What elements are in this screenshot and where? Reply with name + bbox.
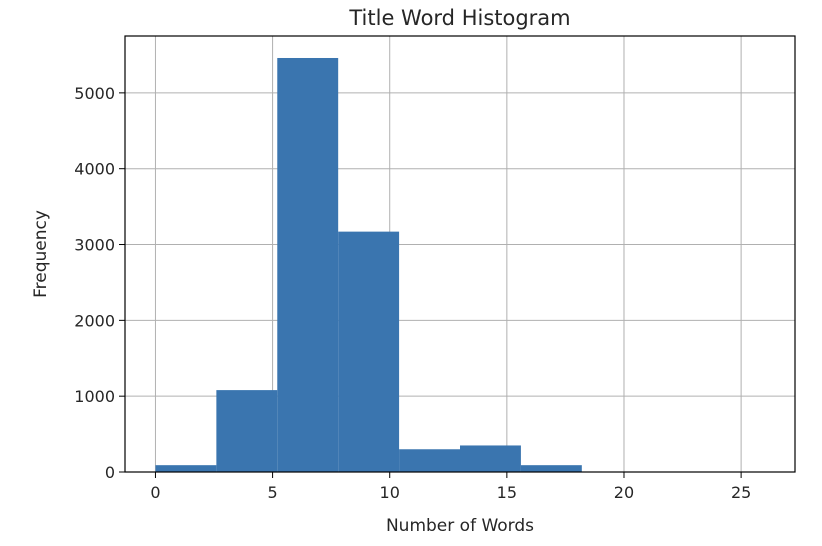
x-tick-label: 25	[731, 483, 751, 502]
y-tick-label: 5000	[74, 84, 115, 103]
plot-frame	[124, 35, 796, 473]
y-axis-ticks: 0 1000 2000 3000 4000 5000	[74, 84, 125, 482]
x-tick-label: 0	[150, 483, 160, 502]
y-tick-label: 1000	[74, 387, 115, 406]
x-tick-label: 20	[614, 483, 634, 502]
x-tick-label: 15	[497, 483, 517, 502]
x-tick-label: 10	[380, 483, 400, 502]
histogram-bar	[338, 231, 400, 472]
histogram-bar	[399, 449, 460, 472]
y-tick-label: 3000	[74, 236, 115, 255]
y-tick-label: 2000	[74, 311, 115, 330]
x-axis-ticks: 0 5 10 15 20 25	[150, 472, 751, 502]
x-tick-label: 5	[267, 483, 277, 502]
histogram-bar	[277, 57, 339, 473]
y-axis-label: Frequency	[31, 210, 51, 298]
histogram-bar	[460, 445, 521, 472]
histogram-bars	[155, 57, 765, 473]
chart-title: Title Word Histogram	[348, 6, 570, 30]
y-tick-label: 4000	[74, 160, 115, 179]
x-axis-label: Number of Words	[386, 516, 534, 536]
histogram-bar	[520, 465, 582, 472]
histogram-bar	[216, 390, 278, 472]
y-tick-label: 0	[105, 463, 115, 482]
histogram-bar	[155, 465, 217, 472]
